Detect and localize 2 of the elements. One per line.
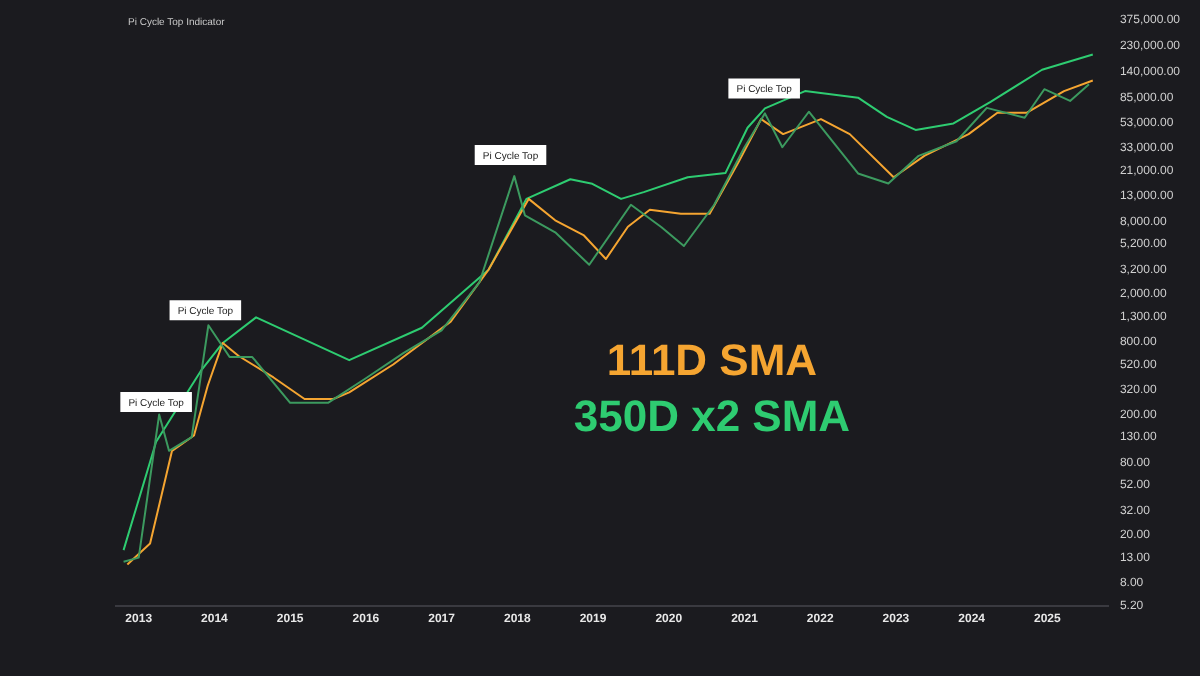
text: 350D x2 SMA bbox=[573, 390, 851, 441]
series-label: 111D SMA bbox=[606, 334, 818, 385]
